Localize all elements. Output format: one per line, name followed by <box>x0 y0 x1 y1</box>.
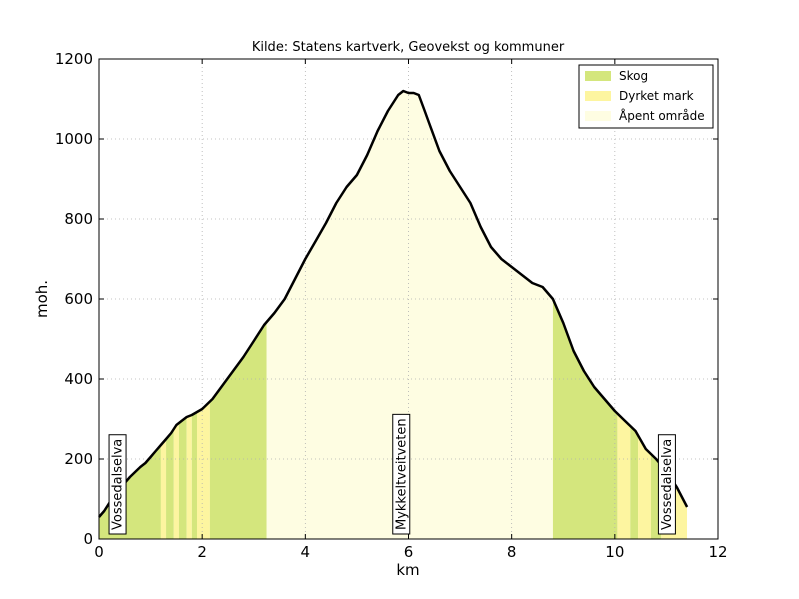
x-tick-label: 6 <box>404 543 414 561</box>
legend-swatch <box>585 91 611 101</box>
y-tick-label: 600 <box>64 290 93 308</box>
x-axis-label: km <box>396 561 419 579</box>
place-annotation: Vossedalselva <box>108 434 127 535</box>
annotation-box <box>392 413 411 535</box>
plot-area: Vossedalselva Mykkeltveitveten Vossedalsel… <box>98 58 719 540</box>
y-tick-label: 400 <box>64 370 93 388</box>
annotation-label: Vossedalselva <box>660 439 675 530</box>
y-tick-label: 0 <box>83 530 93 548</box>
y-axis-label: moh. <box>33 280 51 318</box>
x-tick-label: 2 <box>197 543 207 561</box>
place-annotation: Vossedalselva <box>657 434 676 535</box>
y-axis-ticks: 0 200 400 600 800 1000 1200 <box>55 50 718 548</box>
legend-label: Dyrket mark <box>619 89 694 103</box>
y-tick-label: 1000 <box>55 130 93 148</box>
x-tick-label: 0 <box>94 543 104 561</box>
x-tick-label: 12 <box>708 543 727 561</box>
place-annotation: Mykkeltveitveten <box>392 413 411 535</box>
chart-title: Kilde: Statens kartverk, Geovekst og kom… <box>252 40 565 55</box>
annotation-box <box>108 434 127 535</box>
x-tick-label: 10 <box>605 543 624 561</box>
legend-swatch <box>585 111 611 121</box>
legend: Skog Dyrket mark Åpent område <box>578 64 714 129</box>
legend-label: Åpent område <box>619 108 705 123</box>
y-tick-label: 200 <box>64 450 93 468</box>
y-tick-label: 800 <box>64 210 93 228</box>
x-tick-label: 8 <box>507 543 517 561</box>
x-axis-ticks: 0 2 4 6 8 10 12 <box>94 59 728 561</box>
annotation-label: Mykkeltveitveten <box>394 418 409 530</box>
y-tick-label: 1200 <box>55 50 93 68</box>
legend-swatch <box>585 71 611 81</box>
annotation-label: Vossedalselva <box>111 439 126 530</box>
annotation-box <box>657 434 676 535</box>
x-tick-label: 4 <box>301 543 311 561</box>
elevation-profile-line <box>98 89 689 518</box>
legend-label: Skog <box>619 69 648 83</box>
